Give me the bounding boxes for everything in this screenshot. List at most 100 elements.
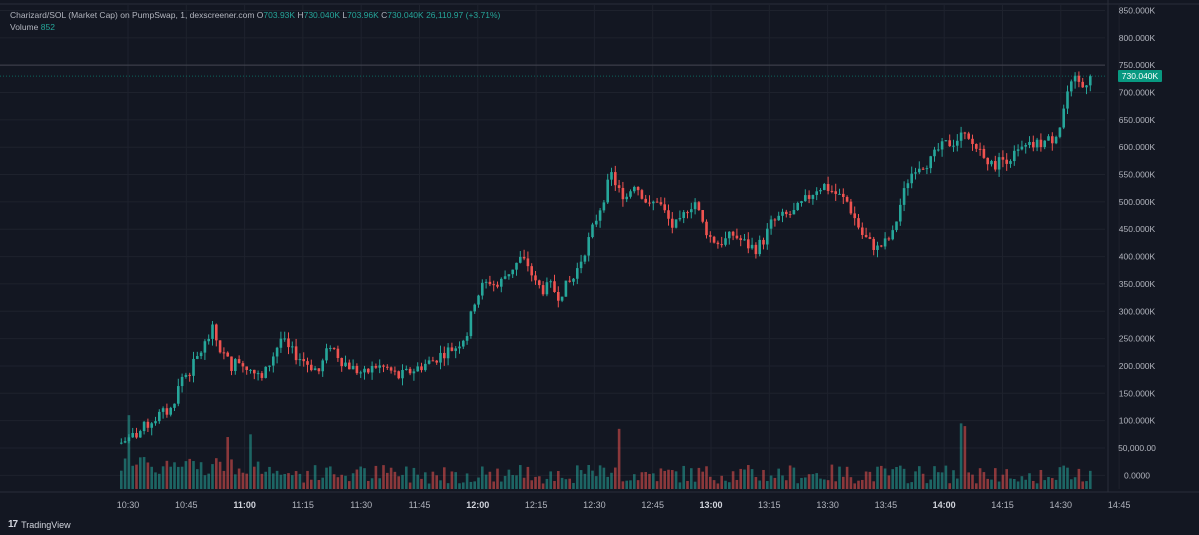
price-tick-label: 850.000K bbox=[1119, 5, 1156, 15]
candle-body bbox=[435, 360, 438, 363]
candle-body bbox=[807, 195, 811, 199]
volume-bar bbox=[279, 474, 283, 489]
volume-bar bbox=[845, 466, 849, 489]
volume-bar bbox=[792, 467, 796, 489]
candle-body bbox=[845, 196, 849, 202]
volume-bar bbox=[351, 473, 355, 489]
candle-body bbox=[826, 184, 830, 191]
volume-bar bbox=[705, 466, 708, 489]
volume-bar bbox=[515, 475, 518, 489]
candle-body bbox=[302, 359, 305, 362]
volume-bar bbox=[940, 472, 944, 489]
candle-body bbox=[306, 361, 309, 365]
volume-bar bbox=[864, 471, 868, 489]
volume-bar bbox=[838, 466, 841, 489]
volume-bar bbox=[621, 481, 625, 489]
candle-body bbox=[792, 210, 796, 215]
volume-bar bbox=[405, 466, 408, 489]
price-tick-label: 300.000K bbox=[1119, 306, 1156, 316]
high-value: 730.040K bbox=[303, 10, 340, 20]
price-tick-label: 500.000K bbox=[1119, 197, 1156, 207]
price-tick-label: 100.000K bbox=[1119, 416, 1156, 426]
candle-body bbox=[199, 352, 203, 357]
candle-body bbox=[595, 220, 598, 225]
volume-bar bbox=[1070, 479, 1073, 489]
candle-body bbox=[948, 140, 951, 147]
candle-body bbox=[712, 236, 716, 243]
volume-bar bbox=[606, 476, 609, 489]
volume-bar bbox=[431, 471, 435, 489]
volume-bar bbox=[500, 481, 503, 489]
volume-bar bbox=[367, 480, 370, 489]
price-axis[interactable]: 850.000K 800.000K 750.000K 700.000K 650.000K… bbox=[1118, 5, 1156, 480]
candle-body bbox=[492, 284, 495, 286]
time-tick-label: 14:00 bbox=[933, 500, 956, 510]
volume-bar bbox=[359, 466, 362, 489]
candle-body bbox=[750, 244, 754, 249]
volume-value: 852 bbox=[40, 22, 55, 32]
candle-body bbox=[245, 366, 248, 370]
candle-body bbox=[465, 336, 469, 341]
tradingview-brand[interactable]: 17 TradingView bbox=[8, 519, 71, 530]
volume-bar bbox=[629, 480, 632, 489]
candle-body bbox=[317, 368, 321, 372]
time-tick-label: 11:30 bbox=[350, 500, 372, 510]
volume-bar bbox=[572, 482, 575, 489]
candle-body bbox=[355, 365, 359, 374]
volume-bar bbox=[386, 472, 389, 489]
candle-body bbox=[549, 281, 552, 283]
volume-bar bbox=[994, 468, 997, 489]
candle-body bbox=[473, 304, 476, 312]
volume-bar bbox=[625, 480, 628, 489]
volume-bar bbox=[686, 480, 689, 489]
volume-bar bbox=[891, 469, 894, 489]
candle-body bbox=[614, 172, 617, 186]
volume-bar bbox=[424, 472, 427, 489]
volume-bar bbox=[857, 480, 860, 489]
candle-body bbox=[940, 141, 944, 150]
volume-bar bbox=[693, 481, 697, 489]
volume-bar bbox=[804, 477, 807, 489]
volume-bar bbox=[477, 477, 480, 489]
candle-body bbox=[454, 348, 457, 351]
volume-bar bbox=[975, 483, 978, 489]
candle-body bbox=[188, 374, 191, 376]
candle-body bbox=[583, 255, 587, 262]
volume-bar bbox=[484, 474, 488, 489]
candle-body bbox=[553, 281, 556, 292]
candle-body bbox=[606, 179, 609, 203]
candle-body bbox=[587, 237, 590, 256]
candle-body bbox=[522, 256, 526, 259]
volume-bar bbox=[150, 466, 153, 489]
candle-body bbox=[857, 218, 860, 228]
volume-bar bbox=[674, 471, 678, 489]
volume-bar bbox=[393, 471, 397, 489]
candle-body bbox=[773, 219, 777, 221]
candle-body bbox=[739, 238, 742, 241]
candle-body bbox=[348, 362, 351, 370]
volume-bar bbox=[557, 471, 560, 489]
candle-body bbox=[579, 261, 583, 269]
volume-bar bbox=[906, 483, 910, 489]
candle-body bbox=[264, 366, 267, 378]
time-axis[interactable]: 10:30 10:45 11:00 11:15 11:30 11:45 12:00 12:15… bbox=[117, 500, 1131, 510]
open-label: O bbox=[256, 10, 264, 20]
price-tick-label: 750.000K bbox=[1119, 60, 1156, 70]
candle-body bbox=[1081, 81, 1084, 88]
volume-bar bbox=[123, 458, 127, 489]
candle-body bbox=[959, 132, 963, 141]
volume-bar bbox=[1081, 481, 1084, 489]
volume-bar bbox=[492, 481, 495, 489]
candle-body bbox=[621, 187, 625, 200]
candle-body bbox=[279, 338, 283, 348]
volume-bar bbox=[245, 473, 248, 489]
open-value: 703.93K bbox=[263, 10, 296, 20]
volume-bar bbox=[583, 473, 587, 489]
candle-body bbox=[1043, 140, 1046, 148]
volume-bar bbox=[180, 466, 184, 489]
volume-bar bbox=[560, 477, 564, 489]
volume-bar bbox=[435, 475, 438, 489]
candle-body bbox=[519, 256, 522, 263]
volume-bar bbox=[1024, 479, 1027, 489]
